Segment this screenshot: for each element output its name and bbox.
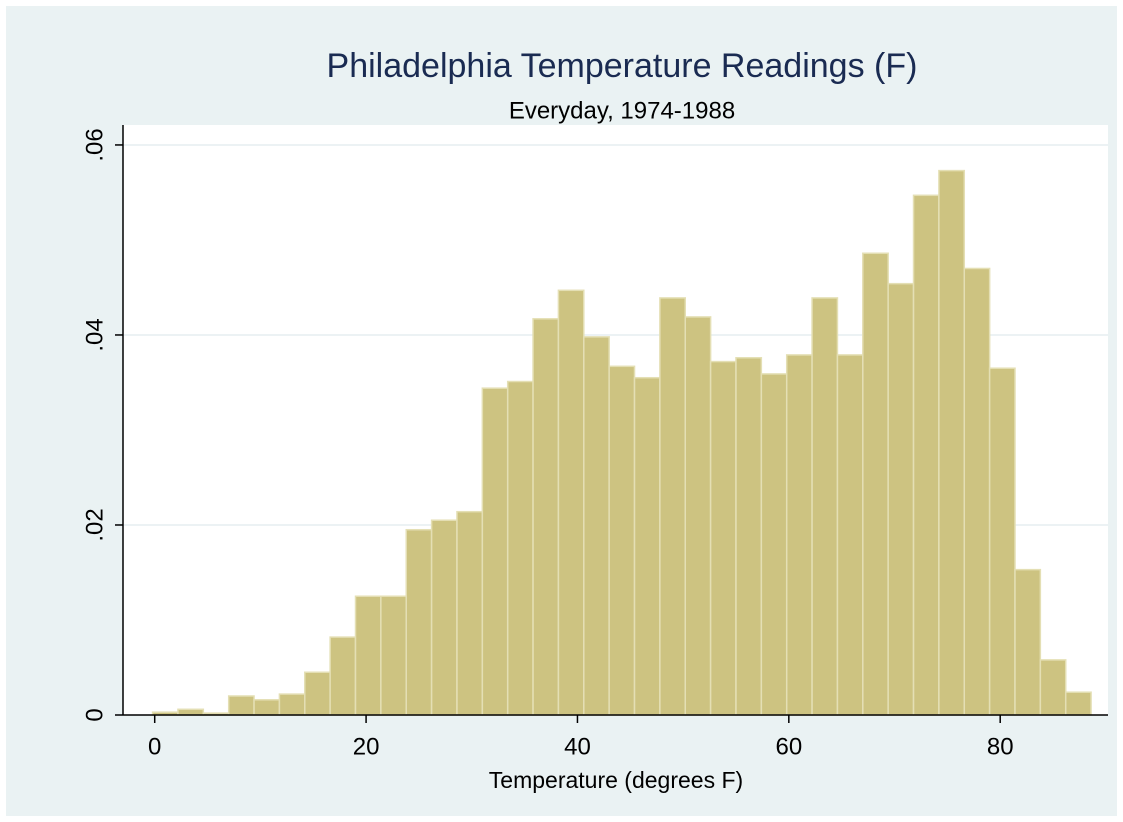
bar <box>684 316 712 716</box>
x-tick-label: 80 <box>987 733 1014 760</box>
chart-title: Philadelphia Temperature Readings (F) <box>327 47 918 85</box>
y-tick-label: .06 <box>81 128 108 161</box>
x-tick-label: 40 <box>564 733 591 760</box>
bar <box>608 365 636 716</box>
bar <box>354 595 382 716</box>
bar <box>532 318 560 716</box>
bar <box>709 360 737 716</box>
bar <box>380 595 407 716</box>
bar <box>760 373 788 716</box>
bar <box>938 169 966 716</box>
x-tick-label: 20 <box>353 733 380 760</box>
bar <box>177 708 205 716</box>
bar <box>481 387 509 716</box>
bar <box>253 699 281 716</box>
bar <box>405 528 433 716</box>
bar <box>430 519 458 716</box>
bar <box>785 354 813 716</box>
x-tick-label: 60 <box>775 733 802 760</box>
bar <box>1039 659 1067 716</box>
x-axis-label: Temperature (degrees F) <box>489 767 743 793</box>
bar <box>329 636 357 716</box>
bar <box>304 671 331 716</box>
bar <box>633 376 661 716</box>
bar <box>988 367 1016 716</box>
bar <box>506 380 534 716</box>
y-tick-label: 0 <box>81 708 108 721</box>
bar <box>227 695 255 716</box>
y-tick-label: .02 <box>81 508 108 541</box>
bar <box>583 336 610 716</box>
bar <box>887 282 915 716</box>
bar <box>456 510 484 716</box>
y-tick-label: .04 <box>81 318 108 351</box>
bar <box>836 354 864 716</box>
bar <box>912 194 940 716</box>
bar <box>1064 691 1092 716</box>
bar <box>811 297 839 716</box>
chart-subtitle: Everyday, 1974-1988 <box>509 97 735 124</box>
bar <box>862 252 889 716</box>
bar <box>557 289 585 716</box>
bar <box>278 693 306 716</box>
bar <box>659 297 687 716</box>
bar <box>1014 568 1042 716</box>
bar <box>963 267 991 716</box>
bar <box>735 357 763 716</box>
x-tick-label: 0 <box>148 733 161 760</box>
